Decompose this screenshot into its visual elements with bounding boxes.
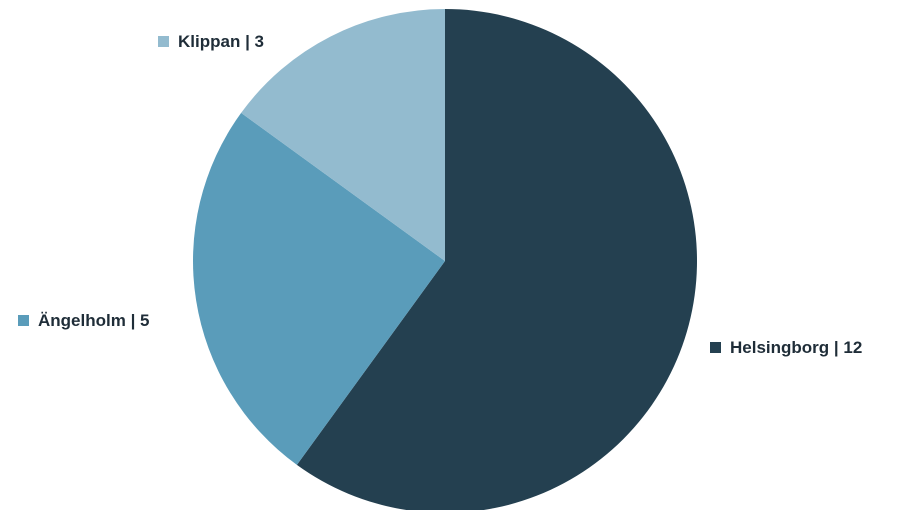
slice-label-value: 3 [255,32,264,51]
slice-label-name: Ängelholm [38,311,126,330]
slice-label-text: Helsingborg | 12 [730,338,862,357]
slice-label-separator: | [240,32,254,51]
pie-slice-helsingborg [296,9,698,510]
slice-label-text: Klippan | 3 [178,32,264,51]
slice-label-value: 12 [843,338,862,357]
pie-slice-klippan [241,9,445,261]
slice-labels: Helsingborg | 12 Ängelholm | 5 Klippan | 3 [18,32,862,357]
legend-swatch [18,315,29,326]
legend-swatch [710,342,721,353]
pie-slices [193,9,698,510]
slice-label-text: Ängelholm | 5 [38,311,150,330]
slice-label-value: 5 [140,311,149,330]
slice-label-name: Helsingborg [730,338,829,357]
slice-label-separator: | [126,311,140,330]
slice-label-name: Klippan [178,32,240,51]
pie-slice-angelholm [193,112,445,465]
legend-swatch [158,36,169,47]
slice-label-angelholm: Ängelholm | 5 [18,311,150,330]
slice-label-helsingborg: Helsingborg | 12 [710,338,862,357]
slice-label-klippan: Klippan | 3 [158,32,264,51]
slice-label-separator: | [829,338,843,357]
